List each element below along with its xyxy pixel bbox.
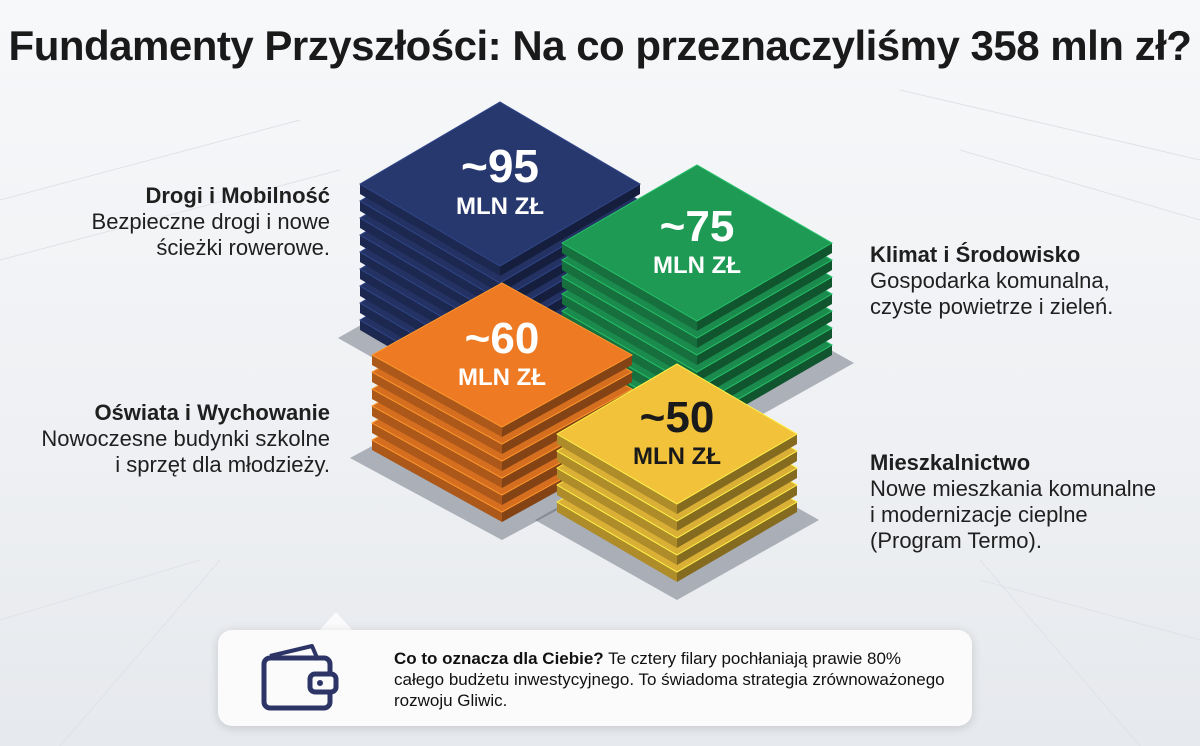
slab-side-right bbox=[697, 311, 832, 399]
slab-side-left bbox=[360, 201, 500, 293]
slab-side-left bbox=[360, 184, 500, 276]
slab-side-left bbox=[562, 277, 697, 365]
category-title: Oświata i Wychowanie bbox=[94, 400, 330, 425]
slab-side-left bbox=[557, 434, 677, 514]
category-desc-line: Nowe mieszkania komunalne bbox=[870, 476, 1157, 501]
slab-side-right bbox=[697, 277, 832, 365]
category-desc-line: i modernizacje cieplne bbox=[870, 502, 1088, 527]
slab-side-left bbox=[372, 406, 502, 488]
slab-side-left bbox=[372, 372, 502, 454]
category-desc-line: Bezpieczne drogi i nowe bbox=[91, 209, 330, 234]
value-label: ~95 bbox=[461, 140, 539, 192]
category-desc-line: Nowoczesne budynki szkolne bbox=[41, 426, 330, 451]
slab-side-right bbox=[677, 485, 797, 565]
info-heading: Co to oznacza dla Ciebie? bbox=[394, 649, 604, 668]
category-desc-line: Gospodarka komunalna, bbox=[870, 268, 1110, 293]
slab-top bbox=[359, 101, 641, 267]
slab-top bbox=[556, 363, 798, 505]
slab-side-left bbox=[557, 502, 677, 582]
unit-label: MLN ZŁ bbox=[653, 252, 741, 279]
unit-label: MLN ZŁ bbox=[633, 443, 721, 470]
category-title: Mieszkalnictwo bbox=[870, 450, 1031, 475]
slab-side-left bbox=[557, 451, 677, 531]
slab-side-left bbox=[372, 423, 502, 505]
slab-side-left bbox=[372, 355, 502, 437]
slab-side-right bbox=[697, 260, 832, 348]
slab-side-left bbox=[562, 294, 697, 382]
category-title: Drogi i Mobilność bbox=[145, 183, 330, 208]
info-body: Te cztery filary pochłaniają prawie 80% … bbox=[394, 649, 945, 710]
slab-top bbox=[370, 282, 634, 428]
slab-side-right bbox=[677, 468, 797, 548]
unit-label: MLN ZŁ bbox=[458, 364, 546, 391]
category-label-education: Oświata i Wychowanie Nowoczesne budynki … bbox=[10, 400, 330, 478]
value-label: ~75 bbox=[660, 202, 735, 251]
category-desc-line: ścieżki rowerowe. bbox=[156, 235, 330, 260]
info-pointer bbox=[318, 612, 354, 632]
slab-side-right bbox=[697, 243, 832, 331]
slab-side-right bbox=[677, 451, 797, 531]
category-label-climate: Klimat i Środowisko Gospodarka komunalna… bbox=[870, 242, 1190, 320]
category-title: Klimat i Środowisko bbox=[870, 242, 1081, 267]
slab-top bbox=[561, 164, 833, 322]
wallet-icon bbox=[261, 644, 339, 711]
page-title: Fundamenty Przyszłości: Na co przeznaczy… bbox=[8, 22, 1192, 69]
slab-side-right bbox=[697, 328, 832, 416]
slab-side-left bbox=[372, 389, 502, 471]
info-text: Co to oznacza dla Ciebie? Te cztery fila… bbox=[394, 648, 954, 711]
category-desc-line: (Program Termo). bbox=[870, 528, 1042, 553]
slab-side-left bbox=[562, 260, 697, 348]
category-label-roads: Drogi i Mobilność Bezpieczne drogi i now… bbox=[40, 183, 330, 261]
slab-side-left bbox=[372, 440, 502, 522]
slab-side-right bbox=[697, 294, 832, 382]
slab-side-right bbox=[502, 372, 632, 454]
category-label-housing: Mieszkalnictwo Nowe mieszkania komunalne… bbox=[870, 450, 1190, 554]
slab-side-left bbox=[557, 485, 677, 565]
slab-side-left bbox=[557, 468, 677, 548]
info-box: Co to oznacza dla Ciebie? Te cztery fila… bbox=[218, 630, 972, 726]
category-desc-line: i sprzęt dla młodzieży. bbox=[115, 452, 330, 477]
slab-side-right bbox=[677, 434, 797, 514]
category-desc-line: czyste powietrze i zieleń. bbox=[870, 294, 1114, 319]
value-label: ~60 bbox=[465, 314, 540, 363]
slab-side-left bbox=[562, 243, 697, 331]
slab-side-right bbox=[677, 502, 797, 582]
slab-side-right bbox=[500, 184, 640, 276]
unit-label: MLN ZŁ bbox=[456, 193, 544, 220]
slab-side-left bbox=[360, 218, 500, 310]
slab-side-right bbox=[502, 355, 632, 437]
value-label: ~50 bbox=[640, 393, 715, 442]
